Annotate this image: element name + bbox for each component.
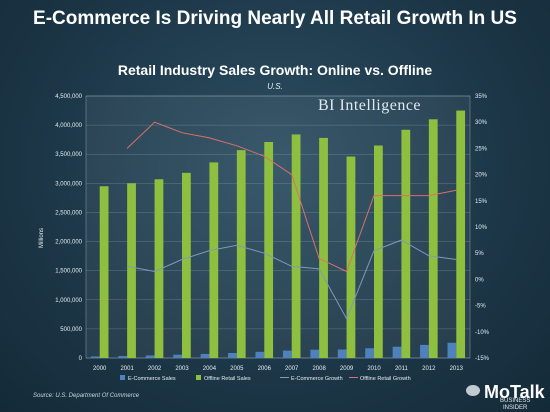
offline-sales-bar (209, 162, 219, 358)
y2-tick-label: 5% (475, 251, 484, 257)
y2-tick-label: 0% (475, 277, 484, 283)
y2-tick-label: 15% (475, 199, 488, 205)
offline-sales-bar (428, 119, 438, 359)
y-tick-label: 1,000,000 (55, 298, 82, 304)
ecommerce-growth-line (127, 239, 457, 320)
offline-sales-bar (154, 179, 164, 358)
legend-label: E-Commerce Sales (128, 376, 176, 382)
y2-tick-label: 30% (475, 120, 488, 126)
x-tick-label: 2013 (450, 366, 464, 372)
chat-bubble-icon (466, 385, 480, 396)
bars (90, 110, 466, 359)
watermark-sub1: BUSINESS (500, 398, 531, 404)
ecommerce-sales-bar (282, 350, 292, 358)
offline-growth-line (126, 121, 457, 273)
chart-subtitle: U.S. (267, 82, 283, 91)
y2-tick-label: -15% (475, 356, 490, 362)
x-tick-label: 2011 (395, 366, 409, 372)
y2-tick-label: -10% (475, 330, 490, 336)
plot-area (85, 95, 471, 359)
ecommerce-sales-bar (392, 346, 402, 358)
offline-sales-bar (346, 156, 356, 358)
ecommerce-sales-bar (310, 349, 320, 358)
offline-sales-bar (264, 141, 274, 358)
y-tick-label: 500,000 (60, 327, 82, 333)
x-tick-label: 2010 (367, 366, 381, 372)
ecommerce-sales-bar (337, 349, 347, 358)
offline-sales-bar (374, 145, 383, 358)
offline-sales-bar (127, 183, 136, 358)
growth-lines (126, 121, 457, 320)
offline-sales-bar (182, 172, 191, 358)
x-axis: 2000 2001 2002 2003 2004 2005 2006 2007 2008 2009… (93, 366, 464, 372)
ecommerce-sales-bar (365, 348, 374, 358)
y-tick-label: 2,000,000 (55, 240, 82, 246)
brand-logo: BI Intelligence (318, 97, 421, 115)
y-tick-label: 1,500,000 (55, 269, 82, 275)
legend-label: E-Commerce Growth (291, 376, 343, 382)
y-tick-label: 3,000,000 (55, 181, 82, 187)
offline-sales-bar (99, 186, 109, 358)
ecommerce-sales-bar (255, 351, 265, 358)
ecommerce-sales-bar (447, 342, 457, 358)
ecommerce-sales-bar (420, 344, 429, 358)
x-tick-label: 2007 (285, 366, 299, 372)
ecommerce-sales-bar (200, 353, 210, 358)
y2-tick-label: 10% (475, 225, 488, 231)
ecommerce-sales-bar (173, 354, 182, 358)
y2-tick-label: 25% (475, 146, 488, 152)
legend-label: Offline Retail Sales (204, 376, 251, 382)
x-tick-label: 2001 (120, 366, 134, 372)
ecommerce-sales-bar (145, 355, 155, 358)
y-axis-label: Millions (39, 228, 45, 248)
ecommerce-sales-bar (228, 352, 237, 358)
y-tick-label: 4,500,000 (55, 94, 82, 100)
offline-sales-bar (401, 129, 411, 358)
source-note: Source: U.S. Department Of Commerce (33, 393, 140, 399)
y-tick-label: 2,500,000 (55, 210, 82, 216)
left-axis: 0 500,000 1,000,000 1,500,000 2,000,000 2,500… (55, 94, 82, 362)
x-tick-label: 2000 (93, 366, 107, 372)
legend-swatch (120, 375, 125, 380)
legend: E-Commerce Sales Offline Retail Sales E-Co… (120, 375, 411, 382)
right-axis: -15% -10% -5% 0% 5% 10% 15% 20% 25% 30% 35% (475, 94, 490, 362)
watermark-subtitle: BUSINESS INSIDER (500, 398, 530, 412)
y2-tick-label: 35% (475, 94, 488, 100)
x-tick-label: 2004 (203, 366, 217, 372)
ecommerce-sales-bar (118, 356, 128, 358)
offline-sales-bar (456, 110, 466, 358)
headline: E-Commerce Is Driving Nearly All Retail … (33, 8, 517, 29)
x-tick-label: 2012 (422, 366, 436, 372)
y-tick-label: 3,500,000 (55, 152, 82, 158)
x-tick-label: 2002 (148, 366, 162, 372)
legend-swatch (196, 375, 201, 380)
ecommerce-sales-bar (90, 356, 100, 358)
legend-label: Offline Retail Growth (360, 376, 411, 382)
offline-sales-bar (291, 134, 301, 358)
y-tick-label: 0 (79, 356, 83, 362)
offline-sales-bar (319, 137, 328, 358)
y2-tick-label: 20% (475, 173, 488, 179)
x-tick-label: 2008 (312, 366, 326, 372)
y2-tick-label: -5% (475, 304, 486, 310)
x-tick-label: 2006 (258, 366, 272, 372)
x-tick-label: 2003 (175, 366, 189, 372)
x-tick-label: 2009 (340, 366, 354, 372)
y-tick-label: 4,000,000 (55, 123, 82, 129)
chart-title: Retail Industry Sales Growth: Online vs.… (117, 62, 433, 78)
offline-sales-bar (236, 150, 246, 358)
x-tick-label: 2005 (230, 366, 244, 372)
watermark-sub2: INSIDER (503, 405, 528, 411)
watermark-name: MoTalk (484, 382, 545, 402)
